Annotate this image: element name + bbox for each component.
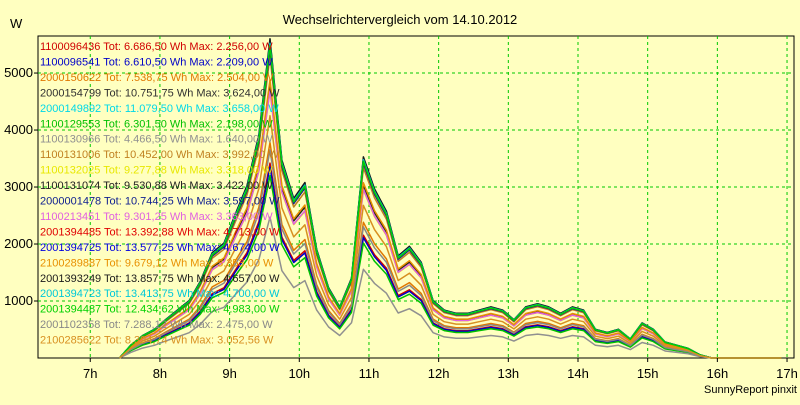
legend-entry-2100289887: 2100289887 Tot: 9.679,12 Wh Max: 3.353,0… [40, 257, 274, 269]
legend-entry-1100096541: 1100096541 Tot: 6.610,50 Wh Max: 2.209,0… [40, 56, 273, 68]
x-tick-label: 12h [428, 366, 450, 381]
x-tick-label: 16h [707, 366, 729, 381]
y-tick-label: 2000 [4, 236, 33, 251]
legend-entry-2001394485: 2001394485 Tot: 13.392,88 Wh Max: 4.713,… [40, 226, 280, 238]
legend-entry-1100132025: 1100132025 Tot: 9.277,88 Wh Max: 3.318,0… [40, 165, 273, 177]
series-line-2100289887 [118, 79, 782, 359]
series-line-2001394487 [118, 44, 782, 359]
legend-entry-2000001478: 2000001478 Tot: 10.744,25 Wh Max: 3.597,… [40, 196, 280, 208]
legend: 1100096436 Tot: 6.686,50 Wh Max: 2.256,0… [40, 41, 280, 347]
chart-title: Wechselrichtervergleich vom 14.10.2012 [283, 12, 518, 27]
legend-entry-2001394723: 2001394723 Tot: 13.413,75 Wh Max: 4.700,… [40, 288, 280, 300]
series-line-2001102358 [119, 149, 782, 359]
x-tick-label: 15h [637, 366, 659, 381]
plot-area [37, 35, 795, 359]
legend-entry-2001394725: 2001394725 Tot: 13.577,25 Wh Max: 4.674,… [40, 242, 280, 254]
legend-entry-1100130966: 1100130966 Tot: 4.466,50 Wh Max: 1.640,0… [40, 134, 273, 146]
x-tick-label: 8h [153, 366, 167, 381]
series-line-1100129553 [119, 174, 782, 359]
legend-entry-1100129553: 1100129553 Tot: 6.301,50 Wh Max: 2.198,0… [40, 118, 273, 130]
x-tick-label: 14h [567, 366, 589, 381]
series-line-1100130966 [119, 216, 782, 359]
x-tick-label: 11h [359, 366, 380, 381]
legend-entry-2100285622: 2100285622 Tot: 8.394,74 Wh Max: 3.052,5… [40, 335, 274, 347]
legend-entry-1100131074: 1100131074 Tot: 9.530,88 Wh Max: 3.422,0… [40, 180, 273, 192]
legend-entry-2000150622: 2000150622 Tot: 7.538,75 Wh Max: 2.504,0… [40, 72, 274, 84]
x-tick-label: 10h [288, 366, 310, 381]
x-tick-label: 13h [497, 366, 519, 381]
legend-entry-1100131006: 1100131006 Tot: 10.452,00 Wh Max: 3.992,… [40, 149, 279, 161]
axes: 7h 8h 9h 10h 11h 12h 13h 14h 15h 16h 17h 1000 2000 30… [4, 65, 798, 381]
y-tick-label: 1000 [4, 293, 33, 308]
x-tick-label: 9h [222, 366, 236, 381]
legend-entry-1100213451: 1100213451 Tot: 9.301,25 Wh Max: 3.363,0… [40, 211, 273, 223]
legend-entry-2000154799: 2000154799 Tot: 10.751,75 Wh Max: 3.624,… [40, 87, 280, 99]
y-tick-label: 3000 [4, 179, 33, 194]
y-axis-label: W [10, 16, 23, 31]
grid-lines [38, 36, 794, 358]
legend-entry-2000149892: 2000149892 Tot: 11.079,50 Wh Max: 3.658,… [40, 103, 279, 115]
series-line-2100285622 [119, 115, 782, 359]
legend-entry-2001394487: 2001394487 Tot: 12.434,62 Wh Max: 4.983,… [40, 304, 280, 316]
y-tick-label: 5000 [4, 65, 33, 80]
legend-entry-1100096436: 1100096436 Tot: 6.686,50 Wh Max: 2.256,0… [40, 41, 273, 53]
x-tick-label: 7h [83, 366, 97, 381]
legend-entry-2001102358: 2001102358 Tot: 7.288,12 Wh Max: 2.475,0… [40, 319, 273, 331]
x-tick-label: 17h [776, 366, 798, 381]
series-lines [118, 38, 782, 359]
y-tick-label: 4000 [4, 122, 33, 137]
credit-text: SunnyReport pinxit [704, 384, 797, 396]
legend-entry-2001393249: 2001393249 Tot: 13.857,75 Wh Max: 4.657,… [40, 273, 280, 285]
